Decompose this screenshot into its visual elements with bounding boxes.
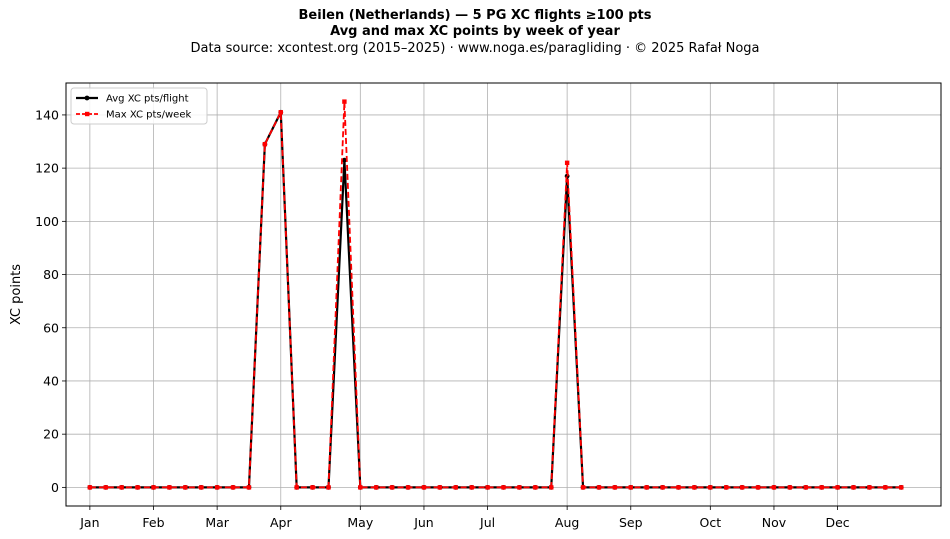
x-tick-label: Nov (762, 515, 787, 530)
legend-label: Avg XC pts/flight (106, 94, 189, 105)
x-tick-label: Jan (79, 515, 99, 530)
data-point (183, 485, 188, 490)
series-0 (87, 109, 904, 490)
x-tick-label: Jun (413, 515, 434, 530)
chart-source: Data source: xcontest.org (2015–2025) · … (190, 41, 760, 56)
y-tick-label: 120 (35, 161, 59, 176)
y-tick-label: 60 (43, 320, 59, 335)
data-point (517, 485, 522, 490)
data-point (787, 485, 793, 490)
data-point (342, 99, 347, 104)
data-point (294, 485, 299, 490)
x-tick-label: Feb (142, 515, 164, 530)
data-point (739, 485, 745, 490)
x-tick-label: Aug (555, 515, 579, 530)
data-point (214, 485, 220, 490)
data-point (660, 485, 665, 490)
data-point (692, 485, 697, 490)
legend-marker (85, 111, 90, 117)
data-point (819, 485, 824, 490)
data-point (549, 485, 554, 490)
data-point (596, 485, 602, 490)
data-point (708, 485, 713, 490)
data-point (628, 485, 633, 490)
legend: Avg XC pts/flight Max XC pts/week (70, 87, 208, 125)
data-point (151, 485, 156, 490)
data-point (771, 485, 777, 490)
data-point (119, 485, 124, 490)
legend-label: Max XC pts/week (106, 110, 191, 121)
data-point (167, 485, 172, 490)
x-tick-label: Dec (825, 515, 849, 530)
x-tick-label: Oct (700, 515, 722, 530)
data-point (755, 485, 761, 490)
chart-title-block: Beilen (Netherlands) — 5 PG XC flights ≥… (0, 8, 950, 57)
data-point (262, 141, 268, 147)
data-point (501, 485, 506, 490)
data-point (724, 485, 729, 490)
legend-marker (84, 95, 90, 101)
axis-ticks: 0 20 40 60 80 100 120 140 Jan Feb Mar Apr May Jun Jul A… (35, 107, 850, 530)
series-1 (87, 99, 904, 490)
y-tick-label: 0 (51, 480, 59, 495)
data-point (358, 485, 363, 490)
data-point (246, 485, 252, 490)
data-point (580, 485, 586, 490)
x-tick-label: Jul (479, 515, 495, 530)
data-point (485, 485, 490, 490)
data-point (405, 485, 411, 490)
data-point (867, 485, 872, 490)
x-tick-label: Apr (270, 515, 292, 530)
data-point (803, 485, 808, 490)
data-point (87, 485, 93, 490)
x-tick-label: Mar (205, 515, 229, 530)
data-point (851, 485, 856, 490)
plot-frame (65, 82, 942, 507)
x-tick-label: Sep (619, 515, 643, 530)
data-point (389, 485, 395, 490)
series-line (89, 100, 902, 489)
data-point (135, 485, 140, 490)
data-point (676, 485, 681, 490)
series-layer (87, 99, 904, 490)
y-tick-label: 80 (43, 267, 59, 282)
data-point (103, 485, 108, 490)
data-point (899, 485, 904, 490)
y-tick-label: 140 (35, 107, 59, 122)
y-tick-label: 100 (35, 214, 59, 229)
legend-box (70, 87, 208, 125)
data-point (564, 160, 570, 166)
data-point (469, 485, 474, 490)
y-axis-label: XC points (9, 264, 24, 325)
data-point (230, 485, 236, 490)
data-point (883, 485, 888, 490)
data-point (453, 485, 458, 490)
data-point (644, 485, 649, 490)
data-point (835, 485, 840, 490)
data-point (533, 485, 538, 490)
data-point (374, 485, 379, 490)
y-tick-label: 20 (43, 427, 59, 442)
chart-title: Beilen (Netherlands) — 5 PG XC flights ≥… (298, 8, 652, 23)
chart-subtitle: Avg and max XC points by week of year (330, 24, 620, 39)
data-point (326, 485, 331, 490)
x-tick-label: May (347, 515, 373, 530)
data-point (342, 157, 347, 163)
data-point (421, 485, 427, 490)
data-point (310, 485, 315, 490)
data-point (278, 110, 283, 115)
y-tick-label: 40 (43, 373, 59, 388)
grid (66, 83, 941, 506)
data-point (612, 485, 618, 490)
data-point (199, 485, 204, 490)
data-point (437, 485, 443, 490)
